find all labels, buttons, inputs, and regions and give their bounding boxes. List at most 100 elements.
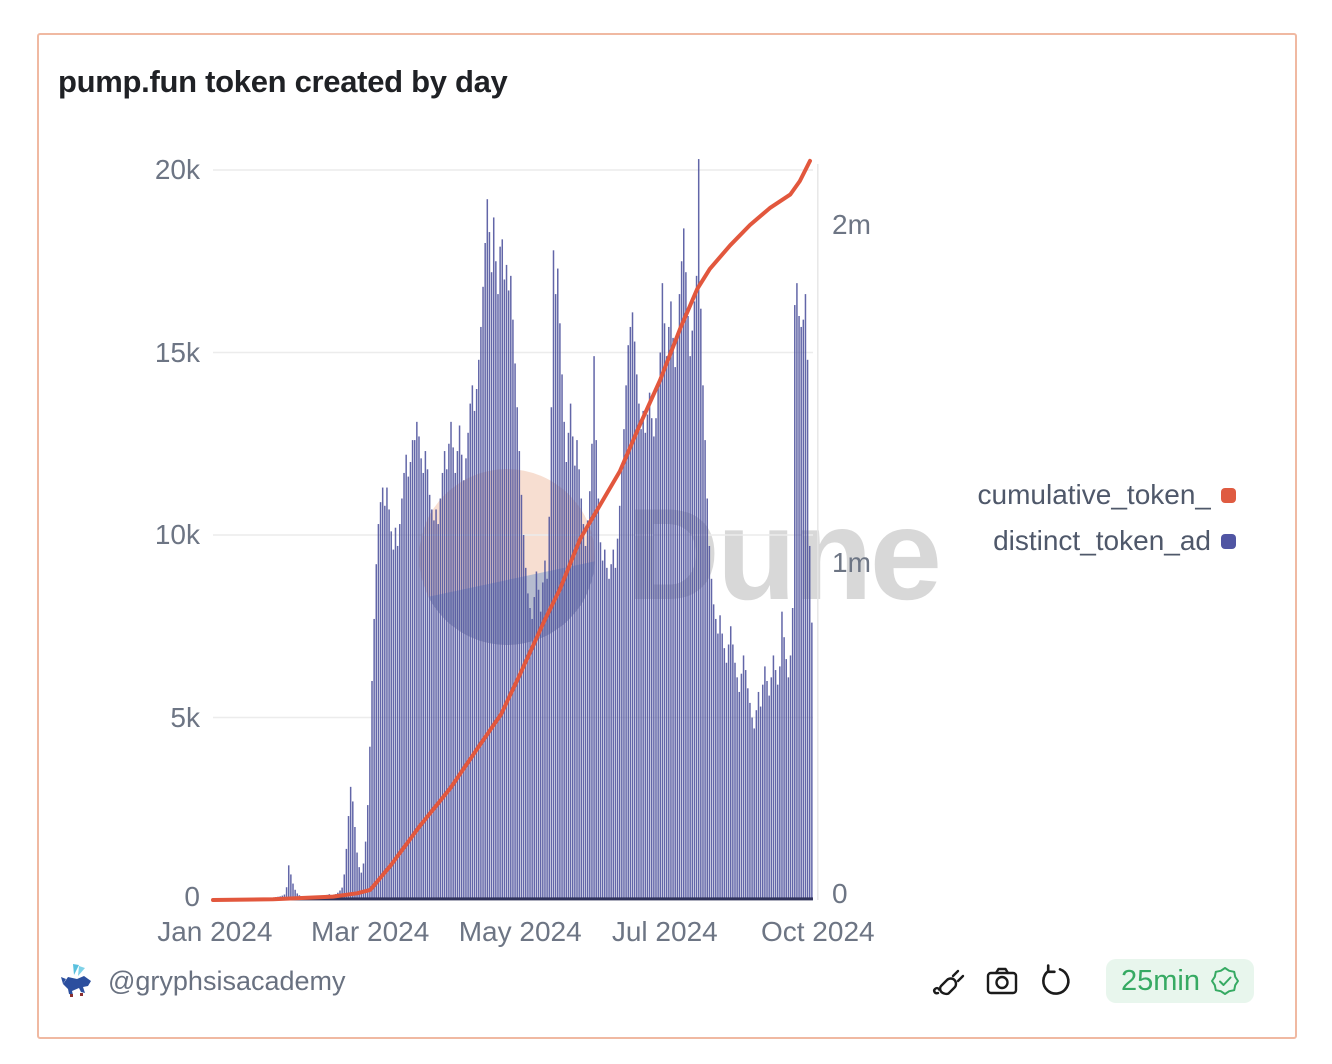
bar (401, 498, 403, 900)
bar (531, 618, 533, 900)
bar (744, 670, 747, 900)
bar (764, 666, 766, 900)
bar (514, 363, 516, 900)
bar (537, 589, 540, 900)
bar (683, 228, 685, 900)
bar (290, 874, 292, 900)
bar (431, 509, 433, 900)
bar (561, 374, 563, 900)
bar (621, 469, 623, 900)
legend-label: distinct_token_ad (993, 525, 1211, 556)
bar (794, 305, 796, 900)
bars-series[interactable] (213, 159, 813, 901)
bar (665, 356, 668, 900)
bar (751, 717, 753, 900)
bar (422, 472, 424, 900)
bar (567, 432, 570, 900)
bar (416, 421, 418, 900)
chart-title: pump.fun token created by day (58, 64, 508, 99)
legend-item-cumulative[interactable]: cumulative_token_ (978, 476, 1236, 514)
legend: cumulative_token_ distinct_token_ad (886, 476, 1236, 560)
bar (678, 294, 681, 901)
bar (454, 472, 457, 900)
bar (399, 524, 401, 900)
plug-icon (933, 969, 965, 996)
bar (783, 637, 785, 900)
bar (557, 268, 559, 900)
bar (685, 272, 687, 900)
bar (610, 564, 612, 900)
bar (770, 677, 773, 900)
bar (721, 633, 723, 900)
bar (601, 560, 604, 900)
embed-plug-button[interactable] (930, 963, 966, 999)
bar (616, 538, 619, 900)
axis-tick-label: 0 (832, 878, 848, 909)
bar (456, 451, 459, 900)
bar (646, 414, 649, 900)
bar (469, 403, 471, 900)
refresh-interval-text: 25min (1121, 964, 1200, 997)
bar (386, 487, 388, 900)
bar (529, 608, 531, 900)
bar (480, 326, 482, 900)
bar (789, 655, 792, 900)
refresh-interval-badge[interactable]: 25min (1106, 959, 1254, 1003)
bar (392, 549, 395, 900)
legend-item-distinct[interactable]: distinct_token_ad (993, 522, 1236, 560)
gryphon-logo-icon (61, 964, 91, 997)
refresh-icon (1042, 964, 1070, 995)
axis-tick-label: 1m (832, 546, 871, 578)
refresh-button[interactable] (1038, 963, 1074, 999)
bar (439, 498, 442, 900)
author-link[interactable]: @gryphsisacademy (58, 962, 346, 1000)
bar (806, 359, 809, 900)
bar (804, 294, 807, 901)
axis-tick-label: Jan 2024 (157, 916, 273, 947)
axis-tick-label: May 2024 (458, 916, 582, 947)
bar (552, 250, 555, 901)
bar (655, 418, 657, 900)
camera-icon (986, 967, 1018, 995)
bar (448, 443, 450, 900)
bar (390, 531, 392, 900)
bar (501, 239, 504, 901)
bar (527, 593, 529, 900)
verified-seal-icon (1211, 967, 1239, 995)
cumulative-line-series[interactable] (211, 158, 812, 902)
screenshot-button[interactable] (984, 963, 1020, 999)
bar (717, 633, 719, 900)
bar (411, 440, 414, 900)
bar (516, 407, 518, 900)
bar (625, 385, 627, 901)
bar (347, 816, 350, 900)
bar (463, 480, 465, 900)
bar (732, 644, 734, 900)
axis-tick-label: 2m (832, 209, 871, 240)
bar (772, 655, 775, 900)
bar (657, 385, 659, 901)
bar (524, 567, 527, 900)
bar (362, 863, 365, 900)
bar (676, 334, 679, 900)
legend-label: cumulative_token_ (977, 479, 1211, 510)
bar (358, 867, 360, 900)
bar (576, 440, 578, 900)
bar (478, 359, 480, 900)
bar (375, 564, 378, 900)
bar (433, 520, 435, 900)
bar (571, 436, 574, 900)
dune-watermark-text: Dune (626, 481, 939, 627)
bar (371, 681, 373, 900)
bar (377, 524, 380, 900)
bar (405, 454, 407, 900)
bar (727, 644, 730, 900)
bar (452, 447, 454, 900)
bar (659, 352, 662, 900)
bar (381, 487, 384, 900)
bar (369, 746, 371, 900)
chart-plot-area[interactable]: Dune (211, 150, 942, 910)
bar (495, 261, 497, 900)
bar (687, 316, 689, 900)
